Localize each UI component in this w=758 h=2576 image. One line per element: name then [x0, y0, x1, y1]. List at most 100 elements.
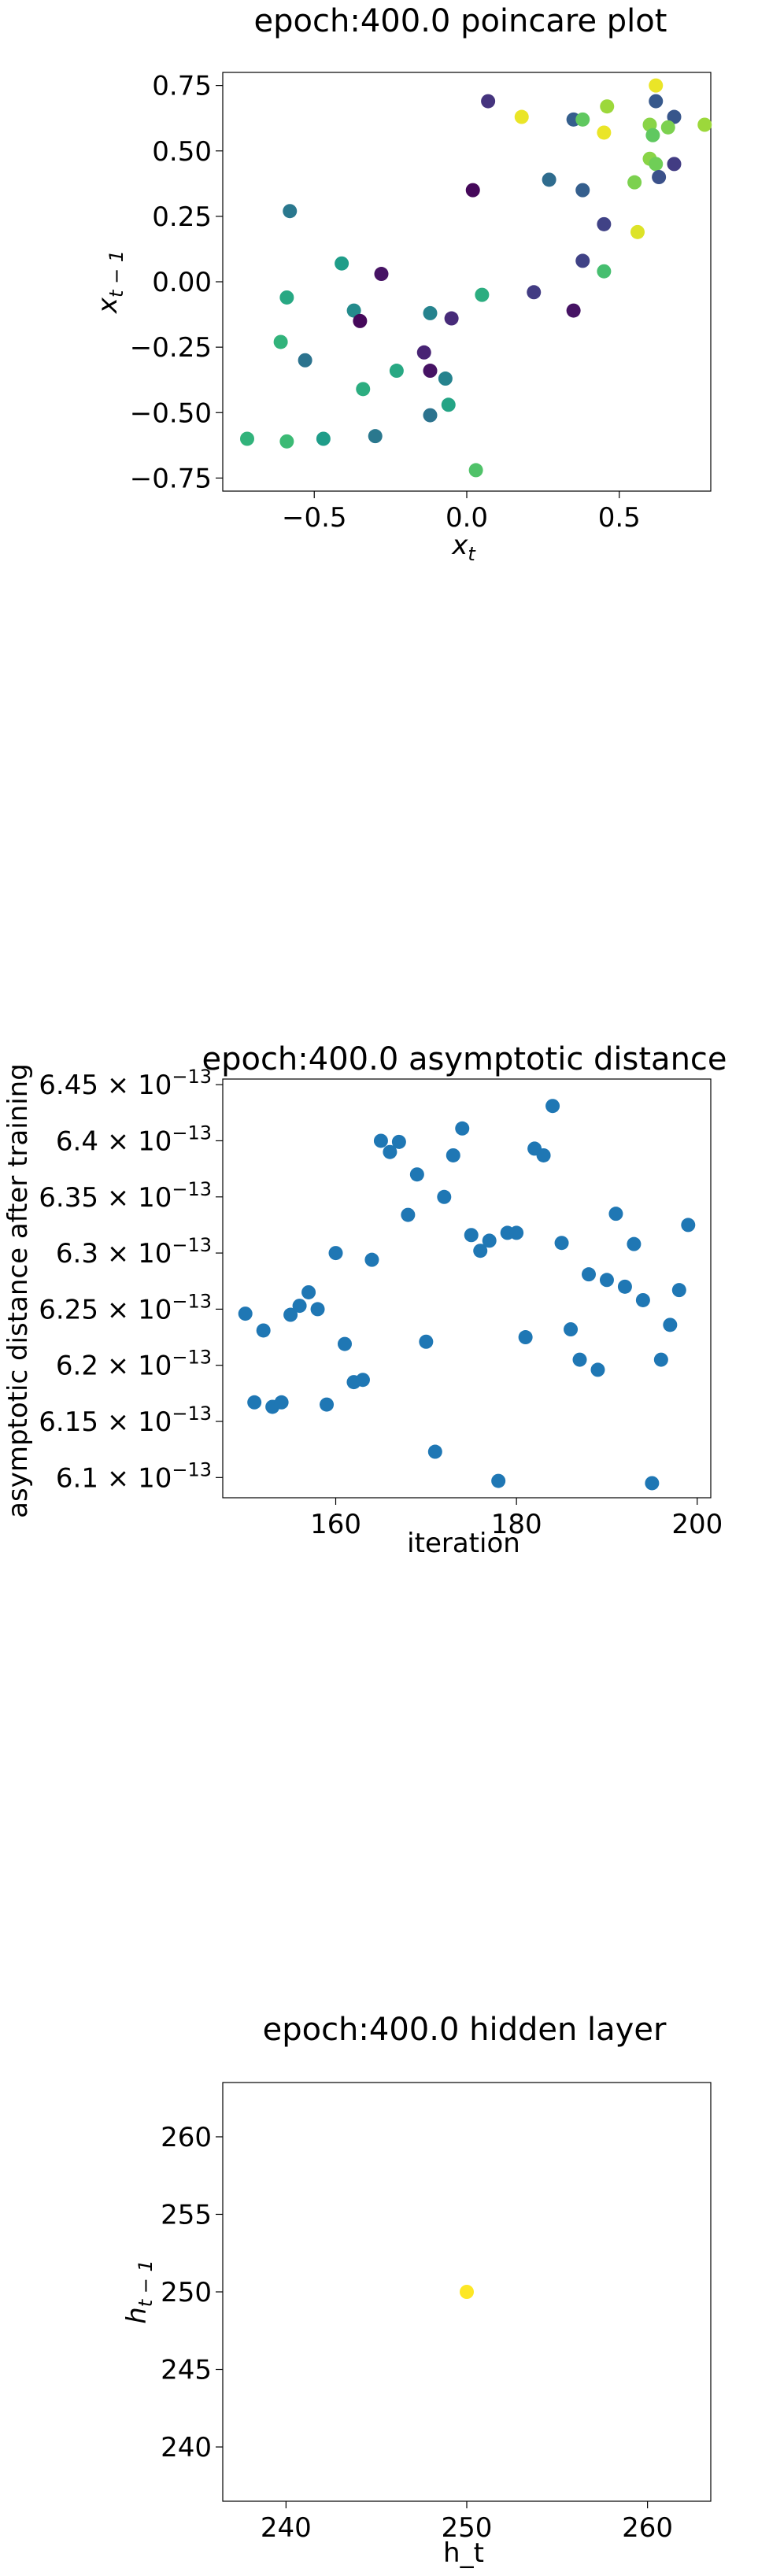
scatter-point: [663, 1318, 678, 1332]
y-tick-label: 250: [161, 2277, 212, 2308]
y-tick-label: 6.1 × 10−13: [56, 1458, 212, 1494]
scatter-point: [473, 1244, 488, 1258]
y-tick-label: 6.45 × 10−13: [39, 1066, 212, 1101]
y-tick-label: 6.4 × 10−13: [56, 1122, 212, 1157]
scatter-point: [575, 253, 590, 268]
scatter-point: [423, 305, 438, 320]
y-tick-label: 6.2 × 10−13: [56, 1347, 212, 1382]
scatter-point: [301, 1284, 316, 1299]
hidden-layer-chart: epoch:400.0 hidden layer 240 250 260 260 25…: [121, 2012, 712, 2569]
poincare-plot-y-label: xt − 1: [92, 250, 128, 314]
scatter-point: [667, 157, 682, 172]
scatter-point: [427, 1444, 442, 1459]
scatter-point: [355, 1373, 370, 1388]
asymptotic-distance-x-ticks: 160 180 200: [310, 1498, 723, 1540]
scatter-point: [630, 224, 645, 239]
hidden-layer-title: epoch:400.0 hidden layer: [263, 2012, 667, 2048]
scatter-point: [391, 1134, 406, 1149]
hidden-layer-y-ticks: 260 255 250 245 240: [161, 2122, 223, 2463]
scatter-point: [660, 120, 675, 135]
scatter-point: [465, 183, 480, 198]
scatter-point: [608, 1207, 623, 1221]
x-tick-label: 180: [491, 1509, 542, 1540]
asymptotic-distance-frame: [222, 1078, 712, 1499]
asymptotic-distance-x-label: iteration: [407, 1528, 520, 1559]
scatter-point: [527, 285, 542, 300]
y-tick-label: −0.25: [130, 332, 212, 364]
x-tick-label: 160: [310, 1509, 361, 1540]
scatter-point: [545, 1099, 560, 1114]
y-tick-label: −0.75: [130, 463, 212, 494]
scatter-point: [645, 128, 660, 142]
y-tick-label: 6.15 × 10−13: [39, 1403, 212, 1438]
scatter-point: [597, 216, 612, 231]
asymptotic-distance-chart: epoch:400.0 asymptotic distance 160 180 20…: [2, 1041, 727, 1559]
y-tick-label: 6.35 × 10−13: [39, 1178, 212, 1214]
scatter-point: [482, 1233, 497, 1248]
scatter-point: [600, 99, 615, 114]
scatter-point: [627, 175, 642, 190]
hidden-layer-points: [460, 2285, 474, 2299]
x-tick-label: 240: [261, 2512, 312, 2544]
poincare-plot-y-ticks: 0.75 0.50 0.25 0.00 −0.25 −0.50 −0.75: [130, 71, 223, 494]
scatter-point: [283, 1307, 298, 1322]
scatter-point: [389, 364, 404, 379]
scatter-point: [328, 1246, 343, 1261]
scatter-point: [416, 345, 431, 360]
scatter-point: [409, 1167, 424, 1182]
scatter-point: [566, 303, 581, 318]
scatter-point: [423, 364, 438, 379]
scatter-point: [310, 1302, 325, 1317]
x-tick-label: −0.5: [282, 502, 347, 534]
scatter-point: [256, 1323, 271, 1338]
scatter-point: [649, 78, 664, 93]
scatter-point: [542, 172, 556, 187]
scatter-point: [590, 1362, 605, 1377]
scatter-point: [475, 287, 490, 302]
scatter-point: [518, 1330, 533, 1345]
scatter-point: [437, 1189, 452, 1204]
scatter-point: [247, 1395, 262, 1410]
scatter-point: [575, 112, 590, 127]
scatter-point: [697, 117, 712, 132]
poincare-plot-points: [240, 78, 712, 478]
scatter-point: [509, 1225, 524, 1240]
asymptotic-distance-y-ticks: 6.1 × 10−13 6.15 × 10−13 6.2 × 10−13 6.25 ×…: [39, 1066, 223, 1494]
scatter-point: [373, 1133, 388, 1148]
x-tick-label: 200: [671, 1509, 723, 1540]
scatter-point: [444, 311, 459, 326]
scatter-point: [364, 1252, 379, 1267]
scatter-point: [335, 256, 349, 271]
y-tick-label: 6.25 × 10−13: [39, 1290, 212, 1325]
scatter-point: [481, 94, 496, 109]
scatter-point: [645, 1476, 660, 1491]
y-tick-label: 255: [161, 2199, 212, 2230]
scatter-point: [441, 397, 456, 412]
scatter-point: [298, 353, 312, 368]
scatter-point: [649, 157, 664, 172]
y-tick-label: 0.00: [152, 267, 212, 298]
scatter-point: [279, 434, 294, 449]
scatter-point: [240, 431, 254, 446]
poincare-plot-chart: epoch:400.0 poincare plot −0.5 0.0 0.5 0.7…: [92, 3, 712, 565]
x-tick-label: 0.0: [446, 502, 488, 534]
scatter-point: [599, 1273, 614, 1288]
scatter-point: [554, 1236, 569, 1251]
scatter-point: [667, 109, 682, 124]
scatter-point: [356, 382, 371, 397]
scatter-point: [671, 1283, 686, 1298]
poincare-plot-x-label: xt: [451, 530, 476, 565]
scatter-point: [460, 2285, 474, 2299]
poincare-plot-frame: [222, 72, 712, 492]
y-tick-label: 0.25: [152, 201, 212, 233]
poincare-plot-title: epoch:400.0 poincare plot: [254, 3, 667, 39]
scatter-point: [617, 1279, 632, 1294]
scatter-point: [368, 429, 383, 444]
scatter-point: [536, 1148, 551, 1162]
scatter-point: [564, 1322, 579, 1337]
x-tick-label: 260: [622, 2512, 673, 2544]
hidden-layer-y-label: ht − 1: [121, 2260, 157, 2324]
scatter-point: [464, 1228, 479, 1243]
scatter-point: [320, 1397, 335, 1412]
